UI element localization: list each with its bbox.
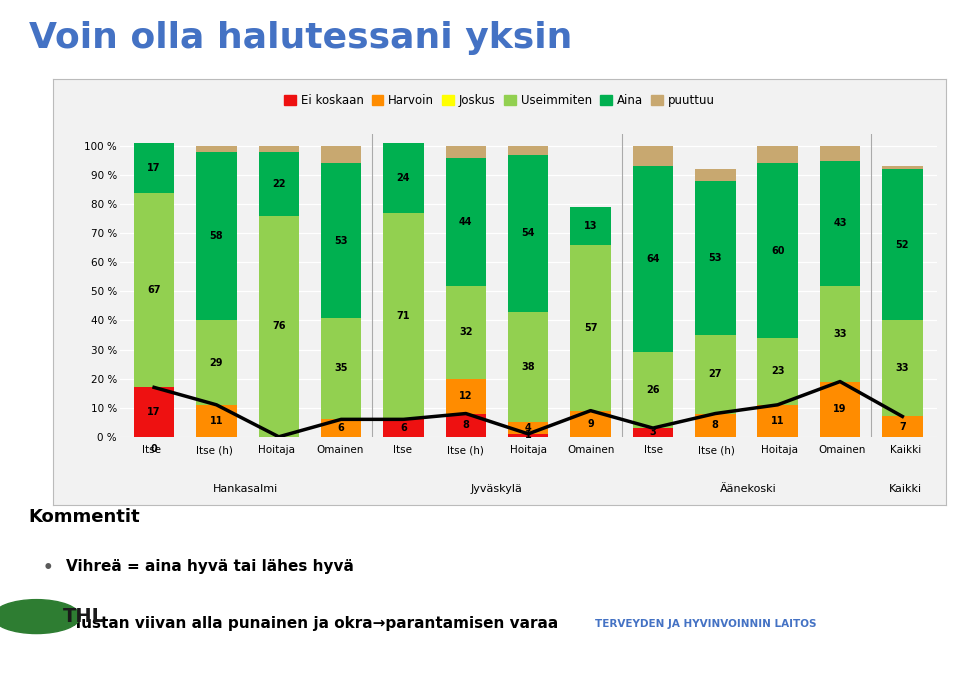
Text: 15.6.2014: 15.6.2014 — [19, 662, 83, 675]
Text: Itse: Itse — [644, 445, 663, 455]
Text: Itse (h): Itse (h) — [196, 445, 232, 455]
Text: THL: THL — [63, 607, 105, 626]
Text: Omainen: Omainen — [316, 445, 364, 455]
Text: Hoitaja: Hoitaja — [258, 445, 296, 455]
Text: Kommentit: Kommentit — [29, 508, 140, 526]
Text: Kaikki: Kaikki — [890, 445, 921, 455]
Text: Omainen: Omainen — [819, 445, 866, 455]
Text: Itse: Itse — [142, 445, 160, 455]
Text: Hankasalmi: Hankasalmi — [213, 484, 278, 495]
Text: Hoitaja: Hoitaja — [761, 445, 798, 455]
Text: Kaikki: Kaikki — [889, 484, 922, 495]
Text: harriet.finne-soveri@thl.fi: harriet.finne-soveri@thl.fi — [399, 662, 561, 675]
Text: Omainen: Omainen — [567, 445, 614, 455]
Text: TERVEYDEN JA HYVINVOINNIN LAITOS: TERVEYDEN JA HYVINVOINNIN LAITOS — [595, 618, 817, 629]
Circle shape — [0, 600, 81, 633]
Text: Voin olla halutessani yksin: Voin olla halutessani yksin — [29, 21, 572, 54]
Legend: Ei koskaan, Harvoin, Joskus, Useimmiten, Aina, puuttuu: Ei koskaan, Harvoin, Joskus, Useimmiten,… — [279, 89, 719, 111]
Text: Itse: Itse — [393, 445, 412, 455]
Text: Jyväskylä: Jyväskylä — [470, 484, 523, 495]
Text: 13: 13 — [916, 662, 931, 675]
Text: Hoitaja: Hoitaja — [510, 445, 546, 455]
Text: •: • — [43, 616, 54, 634]
Text: Itse (h): Itse (h) — [698, 445, 735, 455]
Text: Itse (h): Itse (h) — [447, 445, 484, 455]
Text: •: • — [43, 559, 54, 577]
Text: Mustan viivan alla punainen ja okra→parantamisen varaa: Mustan viivan alla punainen ja okra→para… — [66, 616, 559, 631]
Text: Vihreä = aina hyvä tai lähes hyvä: Vihreä = aina hyvä tai lähes hyvä — [66, 559, 354, 574]
Text: Äänekoski: Äänekoski — [720, 484, 777, 495]
